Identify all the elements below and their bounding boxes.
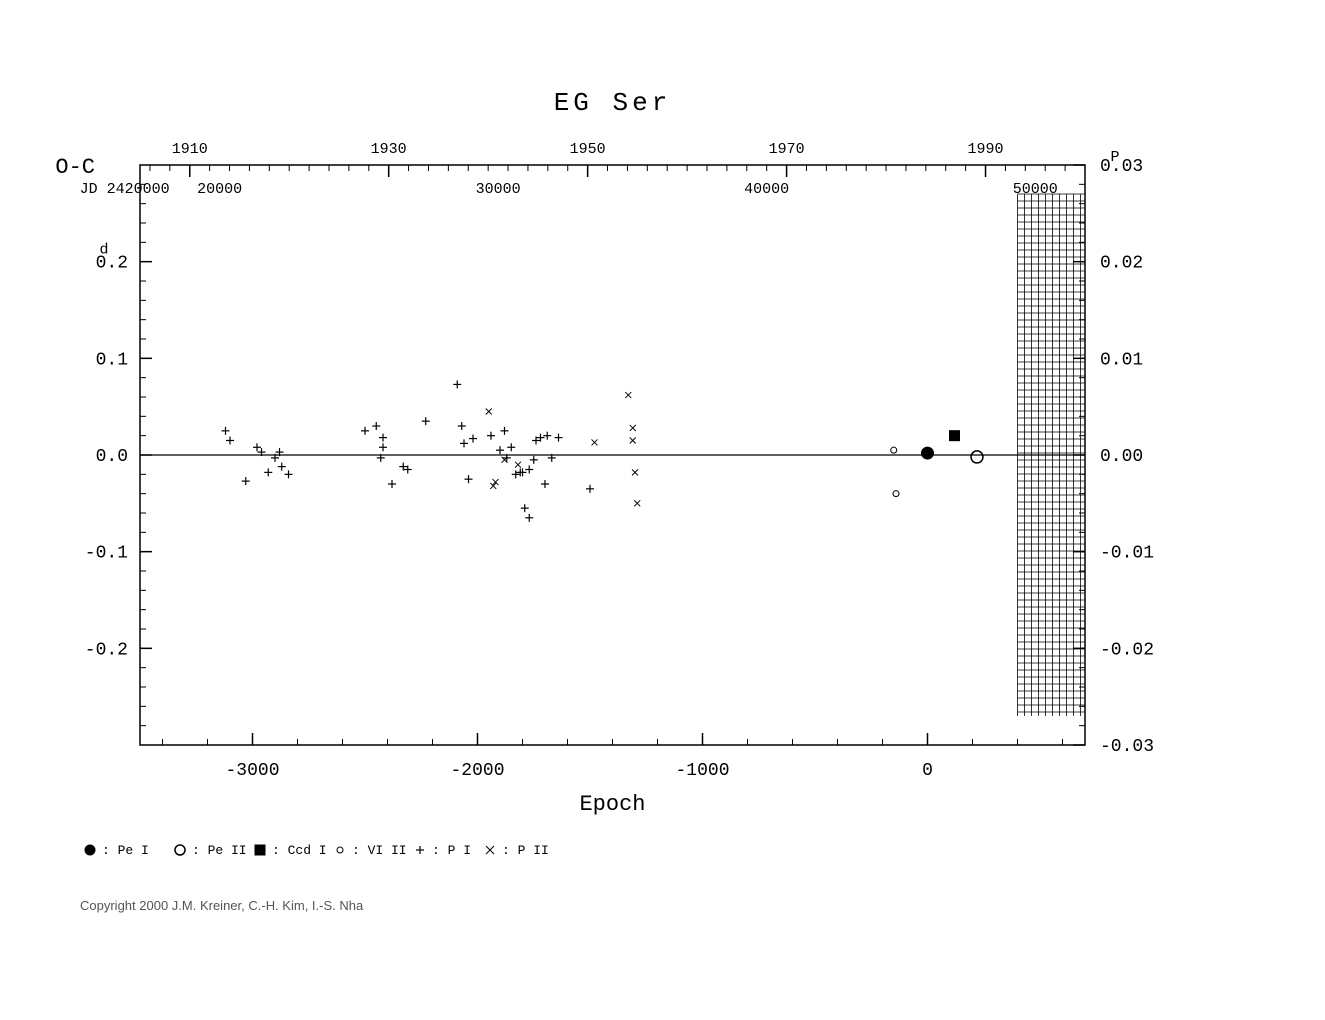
chart-title: EG Ser (554, 88, 672, 118)
y-right-tick-label: 0.03 (1100, 157, 1143, 177)
x-tick-label: 0 (922, 761, 933, 781)
y-right-p-superscript: P (1110, 149, 1119, 166)
legend-label: : P II (502, 843, 549, 858)
legend-label: : P I (432, 843, 471, 858)
y-left-d-superscript: d (99, 242, 108, 259)
top-year-label: 1910 (172, 141, 208, 158)
jd-ref-label: JD 2420000 (80, 181, 170, 198)
legend-label: : VI II (352, 843, 407, 858)
chart-svg: -3000-2000-10000-0.2-0.10.00.10.2d-0.03-… (0, 0, 1325, 1020)
y-left-tick-label: -0.2 (85, 640, 128, 660)
x-tick-label: -2000 (450, 761, 504, 781)
top-year-label: 1930 (371, 141, 407, 158)
x-axis-label: Epoch (579, 792, 645, 817)
copyright-text: Copyright 2000 J.M. Kreiner, C.-H. Kim, … (80, 898, 364, 913)
x-tick-label: -3000 (225, 761, 279, 781)
legend-label: : Ccd I (272, 843, 327, 858)
y-left-tick-label: 0.0 (96, 447, 128, 467)
y-right-tick-label: -0.03 (1100, 737, 1154, 757)
y-right-tick-label: 0.00 (1100, 447, 1143, 467)
top-year-label: 1950 (570, 141, 606, 158)
jd-tick-label: 20000 (197, 181, 242, 198)
top-year-label: 1970 (769, 141, 805, 158)
y-left-tick-label: 0.1 (96, 350, 128, 370)
jd-tick-label: 40000 (744, 181, 789, 198)
y-left-axis-label: O-C (55, 155, 95, 180)
legend-label: : Pe I (102, 843, 149, 858)
y-right-tick-label: 0.02 (1100, 254, 1143, 274)
x-tick-label: -1000 (675, 761, 729, 781)
y-left-tick-label: -0.1 (85, 544, 128, 564)
y-right-tick-label: -0.02 (1100, 640, 1154, 660)
legend-label: : Pe II (192, 843, 247, 858)
top-year-label: 1990 (968, 141, 1004, 158)
y-right-tick-label: 0.01 (1100, 350, 1143, 370)
jd-tick-label: 50000 (1013, 181, 1058, 198)
jd-tick-label: 30000 (476, 181, 521, 198)
chart-container: -3000-2000-10000-0.2-0.10.00.10.2d-0.03-… (0, 0, 1325, 1020)
y-right-tick-label: -0.01 (1100, 544, 1154, 564)
